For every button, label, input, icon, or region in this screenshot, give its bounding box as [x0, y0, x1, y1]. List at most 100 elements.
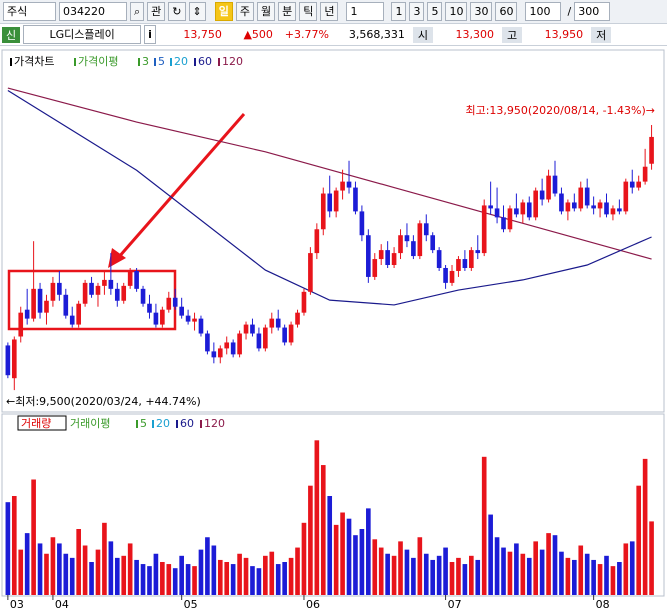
x-tick-label: 08 [596, 598, 610, 610]
volume-bar [533, 541, 539, 595]
candle-body [288, 324, 294, 343]
candle-body [31, 288, 36, 319]
legend-ma-period: 5 [158, 55, 165, 68]
volume-bar [481, 456, 487, 595]
market-select[interactable]: 주식 [3, 2, 56, 21]
volume-legend-ma-period: 60 [180, 417, 194, 430]
legend-ma-period: 3 [142, 55, 149, 68]
watch-button[interactable]: 관 [147, 2, 166, 21]
volume-bar [629, 541, 635, 595]
volume-bar [95, 549, 101, 595]
interval-button[interactable]: 30 [470, 2, 493, 21]
volume-bar [372, 539, 378, 595]
period-button[interactable]: 일 [214, 2, 233, 21]
candle-body [211, 351, 217, 358]
candle-body [127, 270, 133, 286]
volume-bar [314, 440, 320, 595]
stock-name[interactable]: LG디스플레이 [23, 25, 142, 44]
volume-bar [469, 555, 474, 595]
volume-bar [507, 551, 513, 595]
legend-swatch [154, 58, 156, 66]
candle-body [520, 202, 526, 215]
volume-bar [552, 535, 558, 595]
legend-ma-period: 20 [174, 55, 188, 68]
volume-bar [366, 508, 371, 595]
candle-body [121, 285, 127, 301]
count-input[interactable]: 100 [525, 2, 562, 21]
high-label: 고 [502, 26, 523, 43]
volume-bar [462, 564, 468, 595]
volume-bar [114, 557, 120, 595]
volume-bar [179, 555, 184, 595]
legend-swatch [136, 420, 138, 428]
volume-bar [417, 537, 423, 595]
candle-body [546, 175, 551, 200]
candle-body [243, 324, 249, 334]
volume-bar [89, 562, 94, 595]
interval-button[interactable]: 10 [445, 2, 468, 21]
volume-bar [44, 553, 49, 595]
volume-bar [610, 566, 616, 595]
volume-bar [243, 557, 249, 595]
candle-body [372, 259, 378, 277]
interval-button[interactable]: 1 [391, 2, 407, 21]
volume-bar [584, 553, 590, 595]
volume-legend-ma-period: 120 [204, 417, 225, 430]
candle-body [82, 282, 88, 304]
interval-button[interactable]: 3 [409, 2, 425, 21]
x-tick-label: 03 [10, 598, 24, 610]
volume-legend-ma-period: 20 [156, 417, 170, 430]
volume-bar [192, 566, 197, 595]
interval-button[interactable]: 5 [427, 2, 443, 21]
unit-select[interactable]: 1 [346, 2, 385, 21]
period-button[interactable]: 주 [235, 2, 254, 21]
candle-body [629, 181, 635, 188]
price: 13,750 [183, 28, 222, 41]
legend-ma-period: 120 [222, 55, 243, 68]
max-input[interactable]: 300 [574, 2, 611, 21]
legend-ma-title: 가격이평 [78, 55, 118, 68]
interval-button[interactable]: 60 [495, 2, 518, 21]
volume-bar [436, 555, 442, 595]
volume-bar [346, 518, 352, 595]
volume-bar [430, 559, 436, 595]
candle-body [172, 297, 178, 307]
candle-body [494, 208, 500, 218]
volume-bar [565, 557, 571, 595]
volume-bar [642, 458, 648, 595]
volume: 3,568,331 [348, 28, 405, 41]
candle-body [385, 250, 390, 266]
volume-bar [11, 496, 17, 595]
candle-body [114, 288, 120, 301]
code-input[interactable]: 034220 [59, 2, 127, 21]
candle-body [147, 303, 152, 313]
period-button[interactable]: 분 [278, 2, 297, 21]
volume-bar [288, 557, 294, 595]
candle-body [63, 294, 69, 316]
candle-body [423, 223, 429, 236]
candle-body [623, 181, 629, 212]
spin-button[interactable]: ⇕ [188, 2, 206, 21]
x-tick-label: 06 [306, 598, 320, 610]
link-button[interactable]: ↻ [168, 2, 186, 21]
candle-body [102, 279, 107, 286]
candle-body [340, 181, 345, 191]
volume-bar [340, 512, 345, 595]
volume-bar [398, 541, 403, 595]
search-button[interactable]: ⌕ [130, 2, 145, 21]
price-panel [1, 49, 665, 413]
candle-body [166, 297, 172, 310]
period-button[interactable]: 틱 [299, 2, 318, 21]
candle-body [275, 318, 281, 328]
candle-body [481, 205, 487, 254]
candle-body [552, 175, 558, 194]
info-button[interactable]: i [144, 25, 156, 44]
volume-bar [411, 557, 416, 595]
period-button[interactable]: 월 [256, 2, 276, 21]
volume-bar [443, 547, 448, 595]
period-button[interactable]: 년 [320, 2, 339, 21]
volume-bar [591, 559, 596, 595]
volume-bar [5, 502, 11, 595]
legend-ma-period: 60 [198, 55, 212, 68]
